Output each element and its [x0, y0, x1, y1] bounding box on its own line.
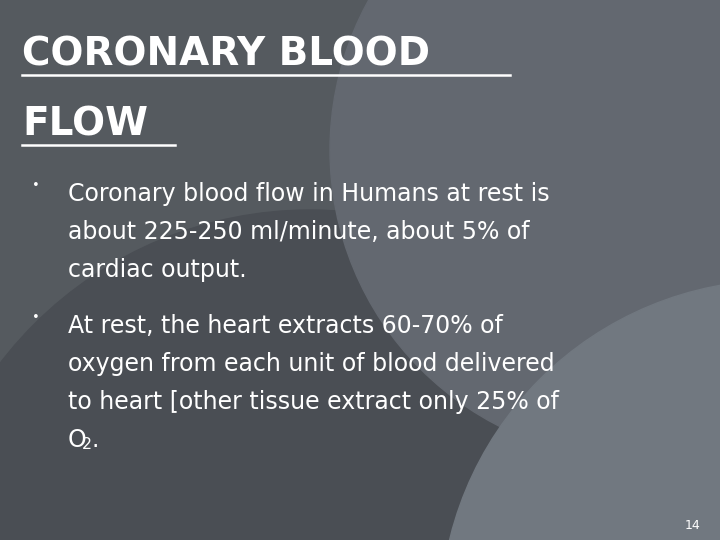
- Text: oxygen from each unit of blood delivered: oxygen from each unit of blood delivered: [68, 352, 554, 376]
- Text: 14: 14: [684, 519, 700, 532]
- Text: At rest, the heart extracts 60-70% of: At rest, the heart extracts 60-70% of: [68, 314, 503, 338]
- Text: about 225-250 ml/minute, about 5% of: about 225-250 ml/minute, about 5% of: [68, 220, 530, 244]
- Circle shape: [440, 280, 720, 540]
- Text: O: O: [68, 428, 86, 452]
- Text: •: •: [32, 311, 40, 324]
- Text: cardiac output.: cardiac output.: [68, 258, 247, 282]
- Text: CORONARY BLOOD: CORONARY BLOOD: [22, 35, 430, 73]
- Text: .: .: [92, 428, 99, 452]
- Text: FLOW: FLOW: [22, 105, 148, 143]
- Circle shape: [330, 0, 720, 460]
- Text: to heart [other tissue extract only 25% of: to heart [other tissue extract only 25% …: [68, 390, 559, 414]
- Text: 2: 2: [82, 437, 92, 452]
- Text: Coronary blood flow in Humans at rest is: Coronary blood flow in Humans at rest is: [68, 182, 549, 206]
- Text: •: •: [32, 179, 40, 192]
- Circle shape: [0, 210, 700, 540]
